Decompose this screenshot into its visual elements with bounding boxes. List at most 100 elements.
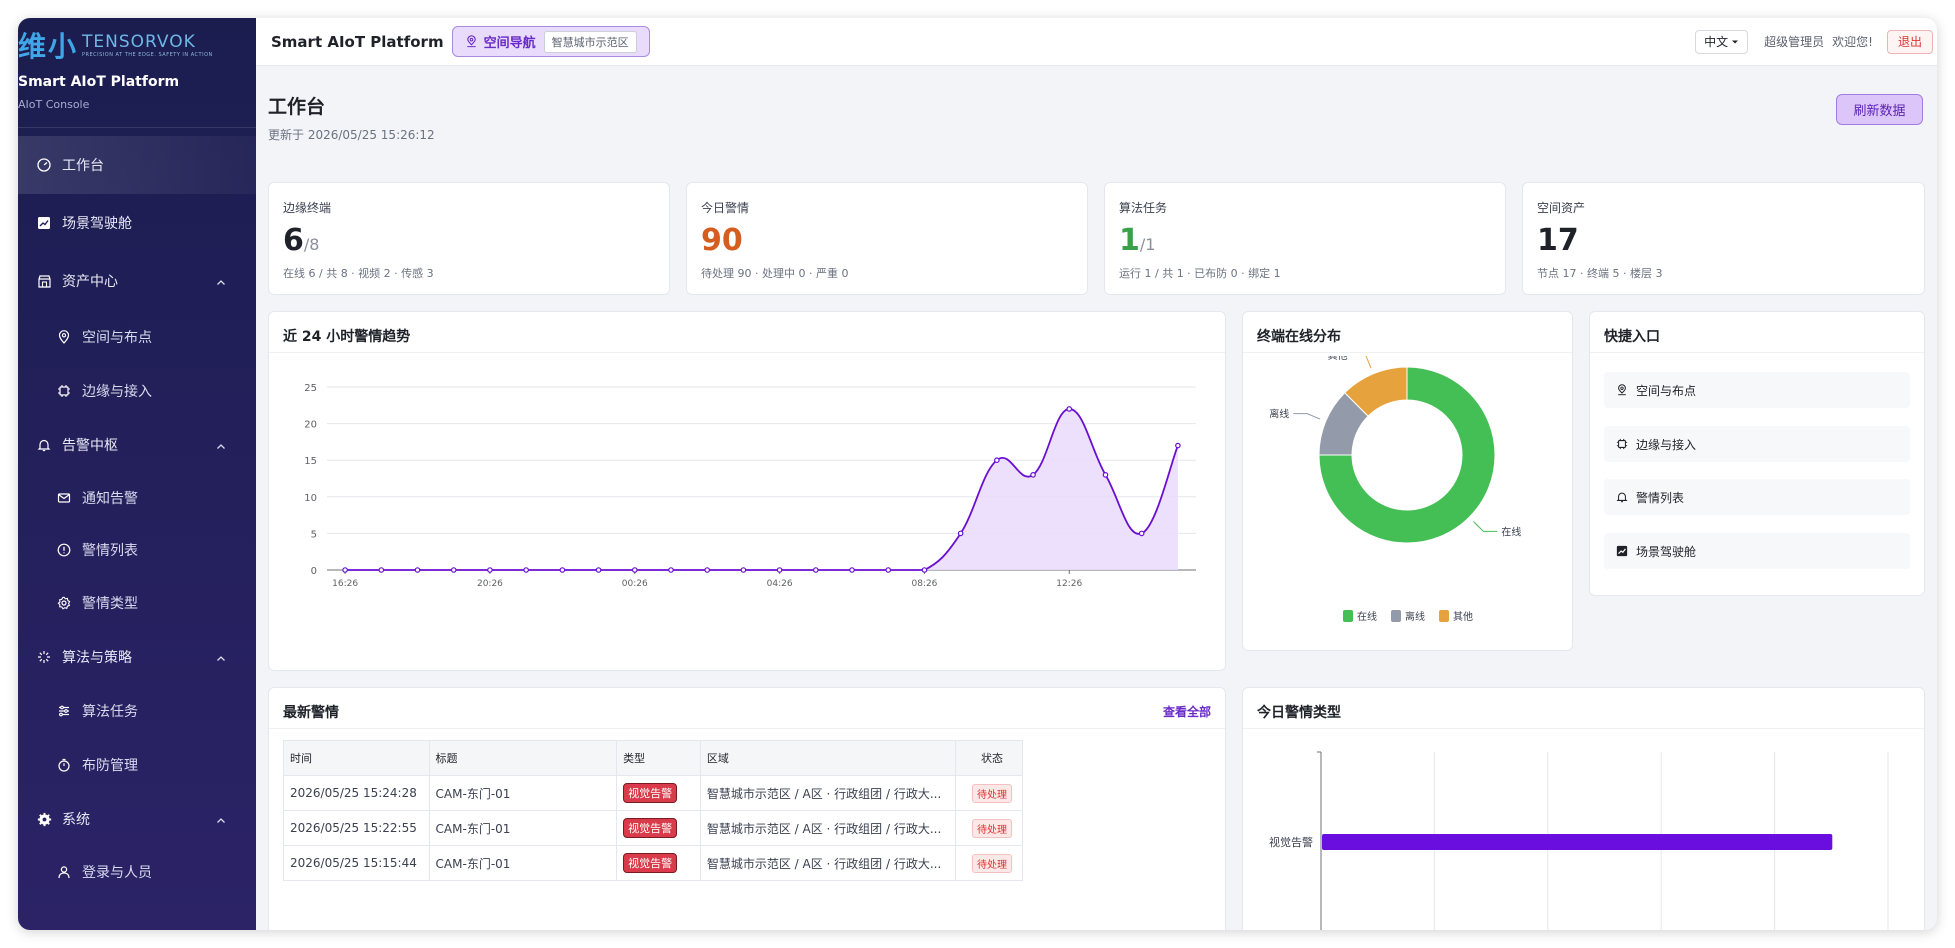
chevron-up-icon <box>217 444 225 449</box>
trend-point <box>813 567 819 573</box>
y-tick-label: 15 <box>304 456 317 467</box>
stat-card-alerts[interactable]: 今日警情 90 待处理 90 · 处理中 0 · 严重 0 <box>686 182 1088 295</box>
online-title: 终端在线分布 <box>1257 329 1341 345</box>
cell-title: CAM-东门-01 <box>428 845 618 881</box>
type-badge: 视觉告警 <box>623 818 678 838</box>
sidebar-item-system[interactable]: 系统 <box>18 792 256 846</box>
trend-area <box>345 408 1178 570</box>
refresh-button[interactable]: 刷新数据 <box>1836 94 1923 125</box>
trend-point <box>704 567 710 573</box>
sidebar-item-algo[interactable]: 算法与策略 <box>18 630 256 684</box>
quick-item-alert-list[interactable]: 警情列表 <box>1604 479 1910 515</box>
stat-label: 算法任务 <box>1119 201 1168 215</box>
sidebar-item-edge[interactable]: 边缘与接入 <box>18 364 256 418</box>
sidebar-item-alert-types[interactable]: 警情类型 <box>18 576 256 630</box>
quick-item-edge[interactable]: 边缘与接入 <box>1604 426 1910 462</box>
sidebar-item-workbench[interactable]: 工作台 <box>18 136 256 194</box>
x-tick-label: 20:26 <box>477 579 503 589</box>
caret-down-icon <box>1732 40 1739 43</box>
table-row[interactable]: 2026/05/25 15:15:44 CAM-东门-01 视觉告警 智慧城市示… <box>283 845 1023 881</box>
col-header-time[interactable]: 时间 <box>283 740 430 776</box>
language-label: 中文 <box>1704 35 1729 49</box>
brand-subtitle: AIoT Console <box>18 98 90 111</box>
quick-item-cockpit[interactable]: 场景驾驶舱 <box>1604 533 1910 569</box>
trend-point <box>668 567 674 573</box>
space-nav-button[interactable]: 空间导航 智慧城市示范区 <box>451 26 650 57</box>
alerts-table: 时间 标题 类型 区域 状态 2026/05/25 15:24:28 CAM-东… <box>283 740 1023 881</box>
alert-types-card: 今日警情类型 视觉告警 <box>1242 687 1925 930</box>
col-header-type[interactable]: 类型 <box>616 740 701 776</box>
col-header-area[interactable]: 区域 <box>699 740 957 776</box>
sidebar-item-alert-list[interactable]: 警情列表 <box>18 524 256 576</box>
x-tick-label: 16:26 <box>332 579 358 589</box>
sidebar-item-label: 系统 <box>62 812 90 828</box>
status-badge: 待处理 <box>972 853 1013 873</box>
gear-icon <box>56 595 72 611</box>
col-header-status[interactable]: 状态 <box>955 740 1023 776</box>
table-row[interactable]: 2026/05/25 15:22:55 CAM-东门-01 视觉告警 智慧城市示… <box>283 810 1023 846</box>
chevron-up-icon <box>217 280 225 285</box>
chart-icon <box>36 215 52 231</box>
location-pin-icon <box>466 35 476 48</box>
chart-icon <box>1616 545 1628 557</box>
brand: 维小 TENSORVOK PRECISION AT THE EDGE. SAFE… <box>18 18 256 128</box>
stat-card-edge[interactable]: 边缘终端 6/8 在线 6 / 共 8 · 视频 2 · 传感 3 <box>268 182 670 295</box>
trend-point <box>631 567 638 573</box>
language-select[interactable]: 中文 <box>1695 29 1749 54</box>
sidebar-item-notify[interactable]: 通知告警 <box>18 472 256 524</box>
logo-cn: 维小 <box>18 30 79 63</box>
x-tick-label: 00:26 <box>622 579 648 589</box>
view-all-link[interactable]: 查看全部 <box>1162 705 1211 719</box>
legend-swatch <box>1391 610 1401 622</box>
stat-card-algo[interactable]: 算法任务 1/1 运行 1 / 共 1 · 已布防 0 · 绑定 1 <box>1104 182 1506 295</box>
trend-point <box>595 567 602 573</box>
x-tick-label: 04:26 <box>767 579 793 589</box>
quick-item-label: 警情列表 <box>1636 490 1685 505</box>
logout-button[interactable]: 退出 <box>1886 29 1933 54</box>
col-header-title[interactable]: 标题 <box>428 740 618 776</box>
sidebar-item-label: 登录与人员 <box>82 865 152 881</box>
table-row[interactable]: 2026/05/25 15:24:28 CAM-东门-01 视觉告警 智慧城市示… <box>283 775 1023 811</box>
sidebar-item-alarm-center[interactable]: 告警中枢 <box>18 418 256 472</box>
category-label: 视觉告警 <box>1269 835 1313 849</box>
sidebar-item-label: 算法与策略 <box>62 650 132 666</box>
quick-item-label: 场景驾驶舱 <box>1636 544 1697 559</box>
space-tag: 智慧城市示范区 <box>543 30 637 53</box>
chevron-up-icon <box>217 656 225 661</box>
trend-point <box>921 567 928 573</box>
quick-item-label: 空间与布点 <box>1636 383 1697 398</box>
spark-icon <box>36 649 52 665</box>
x-tick-label: 08:26 <box>911 579 937 589</box>
sidebar-item-assets[interactable]: 资产中心 <box>18 252 256 310</box>
donut-label: 在线 <box>1501 525 1521 538</box>
cell-area: 智慧城市示范区 / A区 · 行政组团 / 行政大... <box>699 845 957 881</box>
latest-alerts-card: 最新警情 查看全部 时间 标题 类型 区域 状态 2026/05/25 15: <box>268 687 1226 930</box>
cell-title: CAM-东门-01 <box>428 775 618 811</box>
type-badge: 视觉告警 <box>623 783 678 803</box>
bar <box>1322 834 1833 850</box>
username: 超级管理员 <box>1764 35 1825 49</box>
cell-area: 智慧城市示范区 / A区 · 行政组团 / 行政大... <box>699 810 957 846</box>
sidebar-item-cockpit[interactable]: 场景驾驶舱 <box>18 194 256 252</box>
trend-chart: 0 5 10 15 20 25 16:26 20:26 00:26 04:26 08:26 12:26 <box>304 383 1196 589</box>
types-title: 今日警情类型 <box>1257 705 1341 721</box>
x-tick-label: 12:26 <box>1056 579 1082 589</box>
trend-point <box>1138 530 1145 537</box>
alert-types-chart: 视觉告警 <box>1269 751 1889 930</box>
sidebar-item-login-people[interactable]: 登录与人员 <box>18 846 256 898</box>
stat-card-space[interactable]: 空间资产 17 节点 17 · 终端 5 · 楼层 3 <box>1522 182 1925 295</box>
sliders-icon <box>56 703 72 719</box>
quick-item-space[interactable]: 空间与布点 <box>1604 372 1910 408</box>
sidebar-item-space[interactable]: 空间与布点 <box>18 310 256 364</box>
location-pin-icon <box>1618 384 1626 396</box>
sidebar-item-algo-tasks[interactable]: 算法任务 <box>18 684 256 738</box>
chip-icon <box>56 383 72 399</box>
trend-title: 近 24 小时警情趋势 <box>283 329 411 345</box>
stat-desc: 运行 1 / 共 1 · 已布防 0 · 绑定 1 <box>1119 267 1281 280</box>
sidebar-item-defense[interactable]: 布防管理 <box>18 738 256 792</box>
stat-desc: 待处理 90 · 处理中 0 · 严重 0 <box>701 267 849 280</box>
space-nav-label: 空间导航 <box>483 36 536 51</box>
topbar: Smart AIoT Platform 空间导航 智慧城市示范区 中文 超级管理… <box>256 18 1937 66</box>
sidebar-item-label: 资产中心 <box>62 274 118 290</box>
